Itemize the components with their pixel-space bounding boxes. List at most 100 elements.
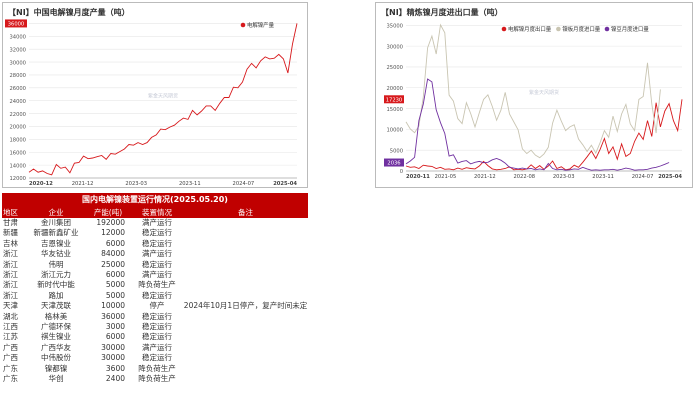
cell-region: 浙江: [3, 270, 18, 280]
y-tick-label: 14000: [9, 163, 26, 169]
table-row: 江苏 祺生镍业 6000 稳定运行: [2, 332, 308, 342]
header-region: 地区: [2, 207, 27, 218]
production-chart-panel: 【NI】中国电解镍月度产量（吨） 12000 14000 16000 18000 200…: [2, 2, 308, 188]
y-tick-label: 15000: [386, 107, 403, 113]
cell-remarks: [183, 291, 308, 301]
cell-company: 格林美: [44, 311, 68, 321]
cell-capacity: 192000: [96, 218, 125, 227]
y-tick-label: 24000: [9, 99, 26, 105]
table-row: 浙江 伟明 25000 稳定运行: [2, 260, 308, 270]
x-tick-label: 2020-11: [406, 174, 430, 180]
series-line-1: [405, 23, 661, 159]
cell-remarks: [183, 322, 308, 332]
cell-region: 甘肃: [3, 218, 18, 227]
y-tick-label: 34000: [9, 35, 26, 41]
table-row: 吉林 吉恩镍业 6000 稳定运行: [2, 239, 308, 249]
y-tick-label: 30000: [386, 44, 403, 50]
cell-capacity: 84000: [101, 249, 125, 259]
cell-region: 新疆: [3, 228, 18, 238]
cell-region: 浙江: [3, 259, 18, 269]
cell-capacity: 3600: [105, 363, 125, 373]
cell-remarks: [183, 270, 308, 280]
header-remarks: 备注: [183, 207, 308, 218]
series-line-0: [28, 23, 298, 176]
cell-status: 稳定运行: [142, 259, 172, 269]
cell-capacity: 10000: [101, 301, 125, 311]
cell-status: 满产运行: [142, 218, 172, 227]
cell-company: 华创: [48, 374, 64, 384]
y-tick-label: 18000: [9, 138, 26, 144]
legend-marker: [556, 26, 561, 32]
x-tick-label: 2021-12: [72, 181, 94, 187]
cell-status: 稳定运行: [142, 290, 172, 300]
import-export-chart-panel: 【NI】精炼镍月度进出口量（吨） 0 5000 10000 15000 20000 250…: [375, 2, 693, 188]
cell-status: 降负荷生产: [138, 280, 176, 290]
y-tick-label: 26000: [9, 86, 26, 92]
cell-status: 稳定运行: [142, 353, 172, 363]
last-value-tag: [5, 19, 27, 28]
cell-remarks: [183, 260, 308, 270]
cell-status: 稳定运行: [142, 322, 172, 332]
cell-company: 浙江元力: [41, 270, 71, 280]
cell-capacity: 12000: [101, 228, 125, 238]
cell-capacity: 6000: [105, 270, 125, 280]
cell-company: 镍都镍: [44, 363, 68, 373]
x-tick-label: 2025-04: [273, 181, 297, 187]
table-row: 江西 广德环保 3000 稳定运行: [2, 322, 308, 332]
y-tick-label: 35000: [386, 24, 403, 30]
y-tick-label: 16000: [9, 150, 26, 156]
cell-region: 浙江: [3, 280, 18, 290]
cell-region: 江西: [3, 322, 18, 332]
table-row: 广西 中伟股份 30000 稳定运行: [2, 353, 308, 363]
cell-capacity: 6000: [105, 332, 125, 342]
table-row: 广西 广西华友 30000 满产运行: [2, 343, 308, 353]
x-tick-label: 2021-05: [435, 174, 457, 180]
legend-label: 电解镍产量: [247, 21, 275, 29]
cell-remarks: [183, 249, 308, 259]
cell-capacity: 30000: [101, 353, 125, 363]
legend-label: 镍板月度进口量: [562, 25, 600, 33]
cell-remarks: [183, 374, 308, 384]
cell-remarks: [183, 343, 308, 353]
x-tick-label: 2023-03: [125, 181, 147, 187]
table-row: 广东 华创 2400 降负荷生产: [2, 374, 308, 384]
cell-remarks: [183, 312, 308, 322]
cell-company: 路加: [48, 290, 64, 300]
cell-status: 满产运行: [142, 249, 172, 259]
cell-region: 天津: [3, 301, 18, 311]
last-value-label: 2036: [387, 161, 400, 167]
cell-remarks: [183, 239, 308, 249]
cell-region: 广东: [3, 374, 18, 384]
header-status: 装置情况: [131, 207, 183, 218]
cell-region: 广西: [3, 353, 18, 363]
cell-region: 广西: [3, 342, 18, 352]
table-row: 甘肃 金川集团 192000 满产运行: [2, 218, 308, 228]
cell-remarks: 2024年10月1日停产，复产时间未定: [183, 301, 308, 311]
last-value-label: 36000: [8, 21, 25, 27]
y-tick-label: 28000: [9, 73, 26, 79]
cell-company: 广德环保: [41, 322, 71, 332]
production-chart: 12000 14000 16000 18000 20000 22000 24000 26000…: [5, 19, 298, 187]
production-chart-title: 【NI】中国电解镍月度产量（吨）: [8, 8, 130, 17]
x-tick-label: 2020-12: [29, 181, 53, 187]
cell-region: 江苏: [3, 332, 18, 342]
cell-region: 吉林: [3, 238, 18, 248]
cell-region: 浙江: [3, 249, 18, 259]
cell-status: 满产运行: [142, 342, 172, 352]
cell-region: 浙江: [3, 290, 18, 300]
y-tick-label: 5000: [390, 148, 403, 154]
cell-remarks: [183, 218, 308, 228]
cell-capacity: 30000: [101, 342, 125, 352]
watermark: 紫金天风期货: [148, 93, 178, 100]
series-line-0: [405, 99, 683, 171]
y-tick-label: 32000: [9, 47, 26, 53]
header-company: 企业: [27, 207, 85, 218]
table-header-row: 地区 企业 产能(吨) 装置情况 备注: [2, 207, 308, 218]
cell-region: 湖北: [3, 311, 18, 321]
y-tick-label: 20000: [9, 125, 26, 131]
cell-status: 稳定运行: [142, 238, 172, 248]
last-value-tag: [384, 95, 404, 104]
y-tick-label: 22000: [9, 112, 26, 118]
legend-marker: [240, 22, 246, 28]
cell-status: 停产: [149, 301, 165, 311]
